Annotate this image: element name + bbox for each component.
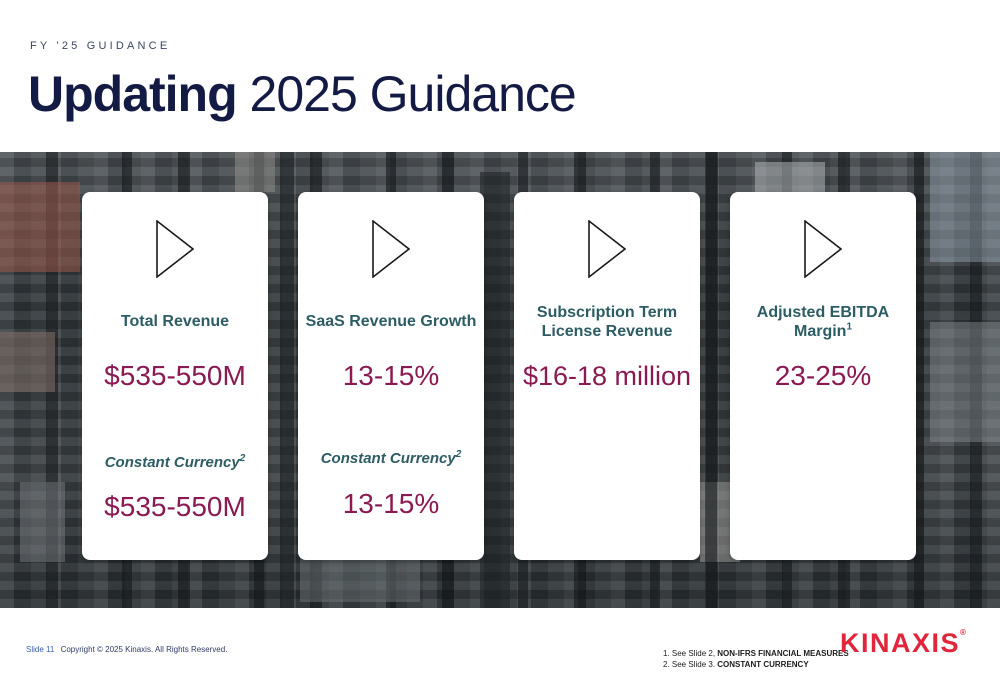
constant-currency-value: $535-550M: [104, 491, 246, 522]
title-bold: Updating: [28, 66, 238, 122]
card-label: Total Revenue: [120, 313, 230, 330]
play-arrow-icon: [804, 220, 842, 278]
guidance-card-ebitda-margin: Adjusted EBITDA Margin1 23-25%: [730, 192, 916, 560]
play-arrow-icon: [372, 220, 410, 278]
card-value: $535-550M: [104, 360, 246, 391]
footnote-2: 2. See Slide 3. CONSTANT CURRENCY: [663, 660, 809, 669]
guidance-card-saas-growth: SaaS Revenue Growth 13-15% Constant Curr…: [298, 192, 484, 560]
title-rest: 2025 Guidance: [236, 66, 577, 122]
footnotes: 1. See Slide 2, NON-IFRS FINANCIAL MEASU…: [663, 648, 849, 670]
constant-currency-value: 13-15%: [342, 488, 440, 519]
copyright-text: Copyright © 2025 Kinaxis. All Rights Res…: [60, 645, 228, 654]
page-title: Updating 2025 Guidance: [28, 60, 577, 128]
play-arrow-icon: [588, 220, 626, 278]
section-eyebrow: FY '25 GUIDANCE: [30, 40, 171, 52]
footnote-1: 1. See Slide 2, NON-IFRS FINANCIAL MEASU…: [663, 649, 849, 658]
card-value: 13-15%: [342, 360, 440, 391]
kinaxis-logo: KINAXIS®: [840, 628, 966, 658]
play-arrow-icon: [156, 220, 194, 278]
card-label: Adjusted EBITDA Margin1: [756, 304, 890, 340]
constant-currency-label: Constant Currency2: [320, 449, 462, 468]
constant-currency-label: Constant Currency2: [104, 453, 246, 472]
card-value: 23-25%: [774, 360, 872, 391]
card-value: $16-18 million: [522, 361, 692, 391]
guidance-card-total-revenue: Total Revenue $535-550M Constant Currenc…: [82, 192, 268, 560]
card-label: Subscription Term License Revenue: [536, 304, 678, 340]
slide-number: Slide 11: [26, 645, 55, 654]
card-label: SaaS Revenue Growth: [305, 313, 477, 330]
footer-copyright: Slide 11 Copyright © 2025 Kinaxis. All R…: [26, 645, 227, 654]
guidance-card-subscription-term: Subscription Term License Revenue $16-18…: [514, 192, 700, 560]
